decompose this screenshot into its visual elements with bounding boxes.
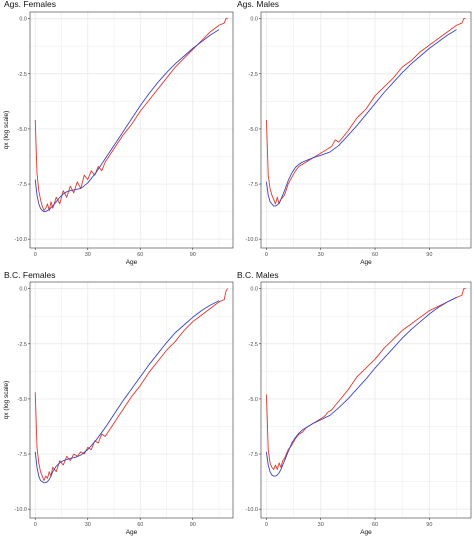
x-tick-label: 90 xyxy=(190,252,196,258)
x-tick-label: 60 xyxy=(137,252,143,258)
panel-bc-females: B.C. Females 0.0 -2.5 -5.0 -7.5 -10.0 0 30 60 90… xyxy=(0,270,237,539)
x-tick-label: 0 xyxy=(34,252,37,258)
plot-area xyxy=(30,12,233,248)
x-tick-label: 90 xyxy=(426,252,432,258)
x-axis-title: Age xyxy=(360,259,372,266)
panel-ags-females: Ags. Females 0.0 -2.5 -5.0 -7.5 -10.0 0 30 60 90… xyxy=(0,0,237,269)
y-tick-label: -2.5 xyxy=(18,72,27,78)
plot-frame xyxy=(260,281,472,519)
plot-frame xyxy=(260,11,472,249)
x-tick-label: 60 xyxy=(372,522,378,528)
x-tick-label: 0 xyxy=(34,522,37,528)
plot-area xyxy=(30,282,233,518)
chart-svg: 0.0 -2.5 -5.0 -7.5 -10.0 0 30 60 90 Age xyxy=(245,11,472,266)
y-tick-label: -7.5 xyxy=(249,452,258,458)
x-tick-label: 90 xyxy=(190,522,196,528)
x-tick-label: 30 xyxy=(318,522,324,528)
series-line-observed xyxy=(34,18,228,211)
x-axis-title: Age xyxy=(360,529,372,536)
x-tick-label: 30 xyxy=(318,252,324,258)
chart-svg: 0.0 -2.5 -5.0 -7.5 -10.0 0 30 60 90 Age xyxy=(245,281,472,536)
x-tick-label: 30 xyxy=(85,522,91,528)
series-line-observed xyxy=(265,288,466,470)
y-tick-label: -5.0 xyxy=(18,397,27,403)
plot-frame xyxy=(29,11,234,249)
y-tick-label: -10.0 xyxy=(14,507,27,513)
x-tick-label: 90 xyxy=(426,522,432,528)
y-axis-title: qx (log scale) xyxy=(3,111,10,150)
y-tick-label: -7.5 xyxy=(18,182,27,188)
plot-area xyxy=(261,282,471,518)
panel-bc-males: B.C. Males 0.0 -2.5 -5.0 -7.5 -10.0 0 30 60 90 Ag… xyxy=(237,270,474,539)
series-line-fitted xyxy=(265,297,457,477)
y-tick-label: -10.0 xyxy=(245,507,258,513)
series-line-observed xyxy=(34,288,229,481)
chart-svg: 0.0 -2.5 -5.0 -7.5 -10.0 0 30 60 90 Age qx (log sc… xyxy=(3,281,234,536)
panel-title: B.C. Males xyxy=(237,270,279,280)
series-line-fitted xyxy=(34,29,220,213)
y-tick-label: -2.5 xyxy=(249,342,258,348)
plot-area xyxy=(261,12,471,248)
y-tick-label: -10.0 xyxy=(14,237,27,243)
y-axis-title: qx (log scale) xyxy=(3,381,10,420)
x-axis-title: Age xyxy=(126,259,138,266)
y-tick-label: 0.0 xyxy=(250,17,258,23)
y-tick-label: -7.5 xyxy=(249,182,258,188)
series-line-fitted xyxy=(34,300,220,484)
panel-title: Ags. Males xyxy=(237,0,280,9)
y-tick-label: -5.0 xyxy=(249,127,258,133)
plot-frame xyxy=(29,281,234,519)
y-tick-label: -2.5 xyxy=(249,72,258,78)
y-tick-label: 0.0 xyxy=(250,287,258,293)
y-tick-label: -10.0 xyxy=(245,237,258,243)
y-tick-label: 0.0 xyxy=(19,17,27,23)
y-tick-label: -7.5 xyxy=(18,452,27,458)
y-tick-label: -5.0 xyxy=(249,397,258,403)
x-tick-label: 0 xyxy=(265,252,268,258)
x-tick-label: 0 xyxy=(265,522,268,528)
x-tick-label: 30 xyxy=(85,252,91,258)
series-line-fitted xyxy=(265,29,457,207)
y-tick-label: -2.5 xyxy=(18,342,27,348)
chart-svg: 0.0 -2.5 -5.0 -7.5 -10.0 0 30 60 90 Age qx (log sc… xyxy=(3,11,234,266)
y-tick-label: 0.0 xyxy=(19,287,27,293)
panel-ags-males: Ags. Males 0.0 -2.5 -5.0 -7.5 -10.0 0 30 60 90 Ag… xyxy=(237,0,474,269)
series-line-observed xyxy=(265,18,466,205)
panel-title: Ags. Females xyxy=(4,0,56,9)
x-axis-title: Age xyxy=(126,529,138,536)
x-tick-label: 60 xyxy=(372,252,378,258)
x-tick-label: 60 xyxy=(137,522,143,528)
panel-title: B.C. Females xyxy=(4,270,56,280)
y-tick-label: -5.0 xyxy=(18,127,27,133)
